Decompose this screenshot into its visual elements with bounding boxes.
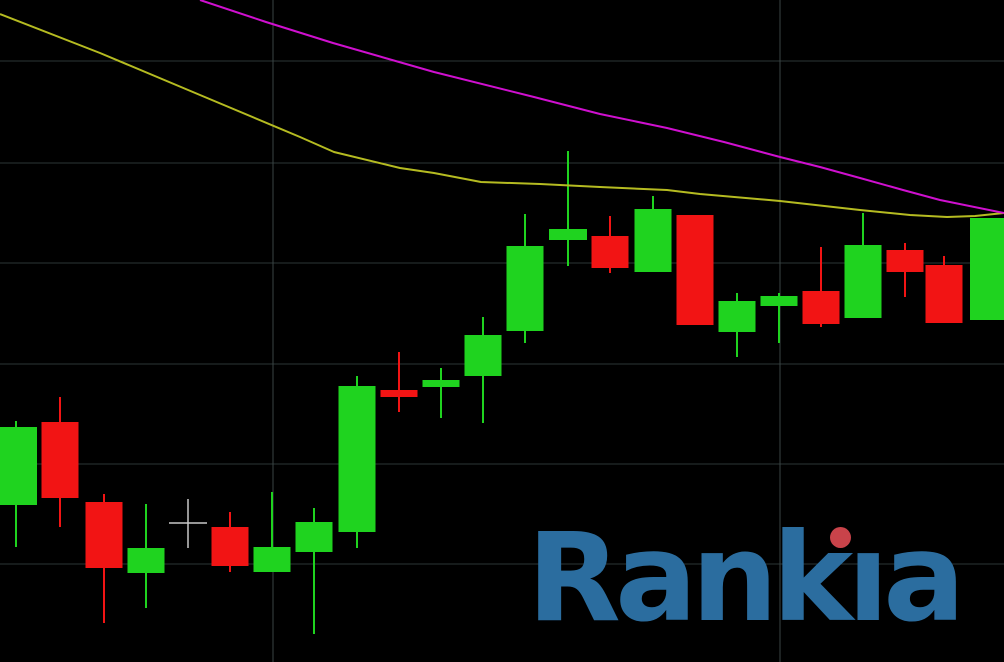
watermark-letter-i: ı (847, 507, 889, 649)
candle-body-down (85, 502, 123, 568)
candle-body-up (338, 386, 376, 532)
candle-body-up (634, 209, 672, 272)
candle-body-up (549, 229, 587, 240)
candle-body-up (760, 296, 798, 306)
candle-body-up (970, 218, 1004, 320)
candle-body-up (464, 335, 502, 376)
candle-body-up (844, 245, 882, 318)
watermark-text-a: a (883, 507, 965, 649)
candle-body-up (0, 427, 37, 505)
candle-body-down (886, 250, 924, 272)
ma-fast-yellow-line (0, 13, 1004, 218)
watermark-text-rank: Rank (527, 507, 853, 649)
watermark-i-dot (830, 527, 851, 548)
candle-body-up (422, 380, 460, 387)
candle-body-up (506, 246, 544, 331)
candle-body-down (211, 527, 249, 566)
candle-body-down (380, 390, 418, 397)
candle-body-down (591, 236, 629, 268)
candle-body-up (127, 548, 165, 573)
candle-body-down (925, 265, 963, 323)
candle-body-down (41, 422, 79, 498)
candle-body-up (295, 522, 333, 552)
rankia-watermark: Rankıa (527, 517, 965, 639)
candle-body-down (676, 215, 714, 325)
ma-slow-magenta-line (199, 0, 1004, 214)
candle-body-down (802, 291, 840, 324)
candle-body-up (718, 301, 756, 332)
candle-body-up (253, 547, 291, 572)
